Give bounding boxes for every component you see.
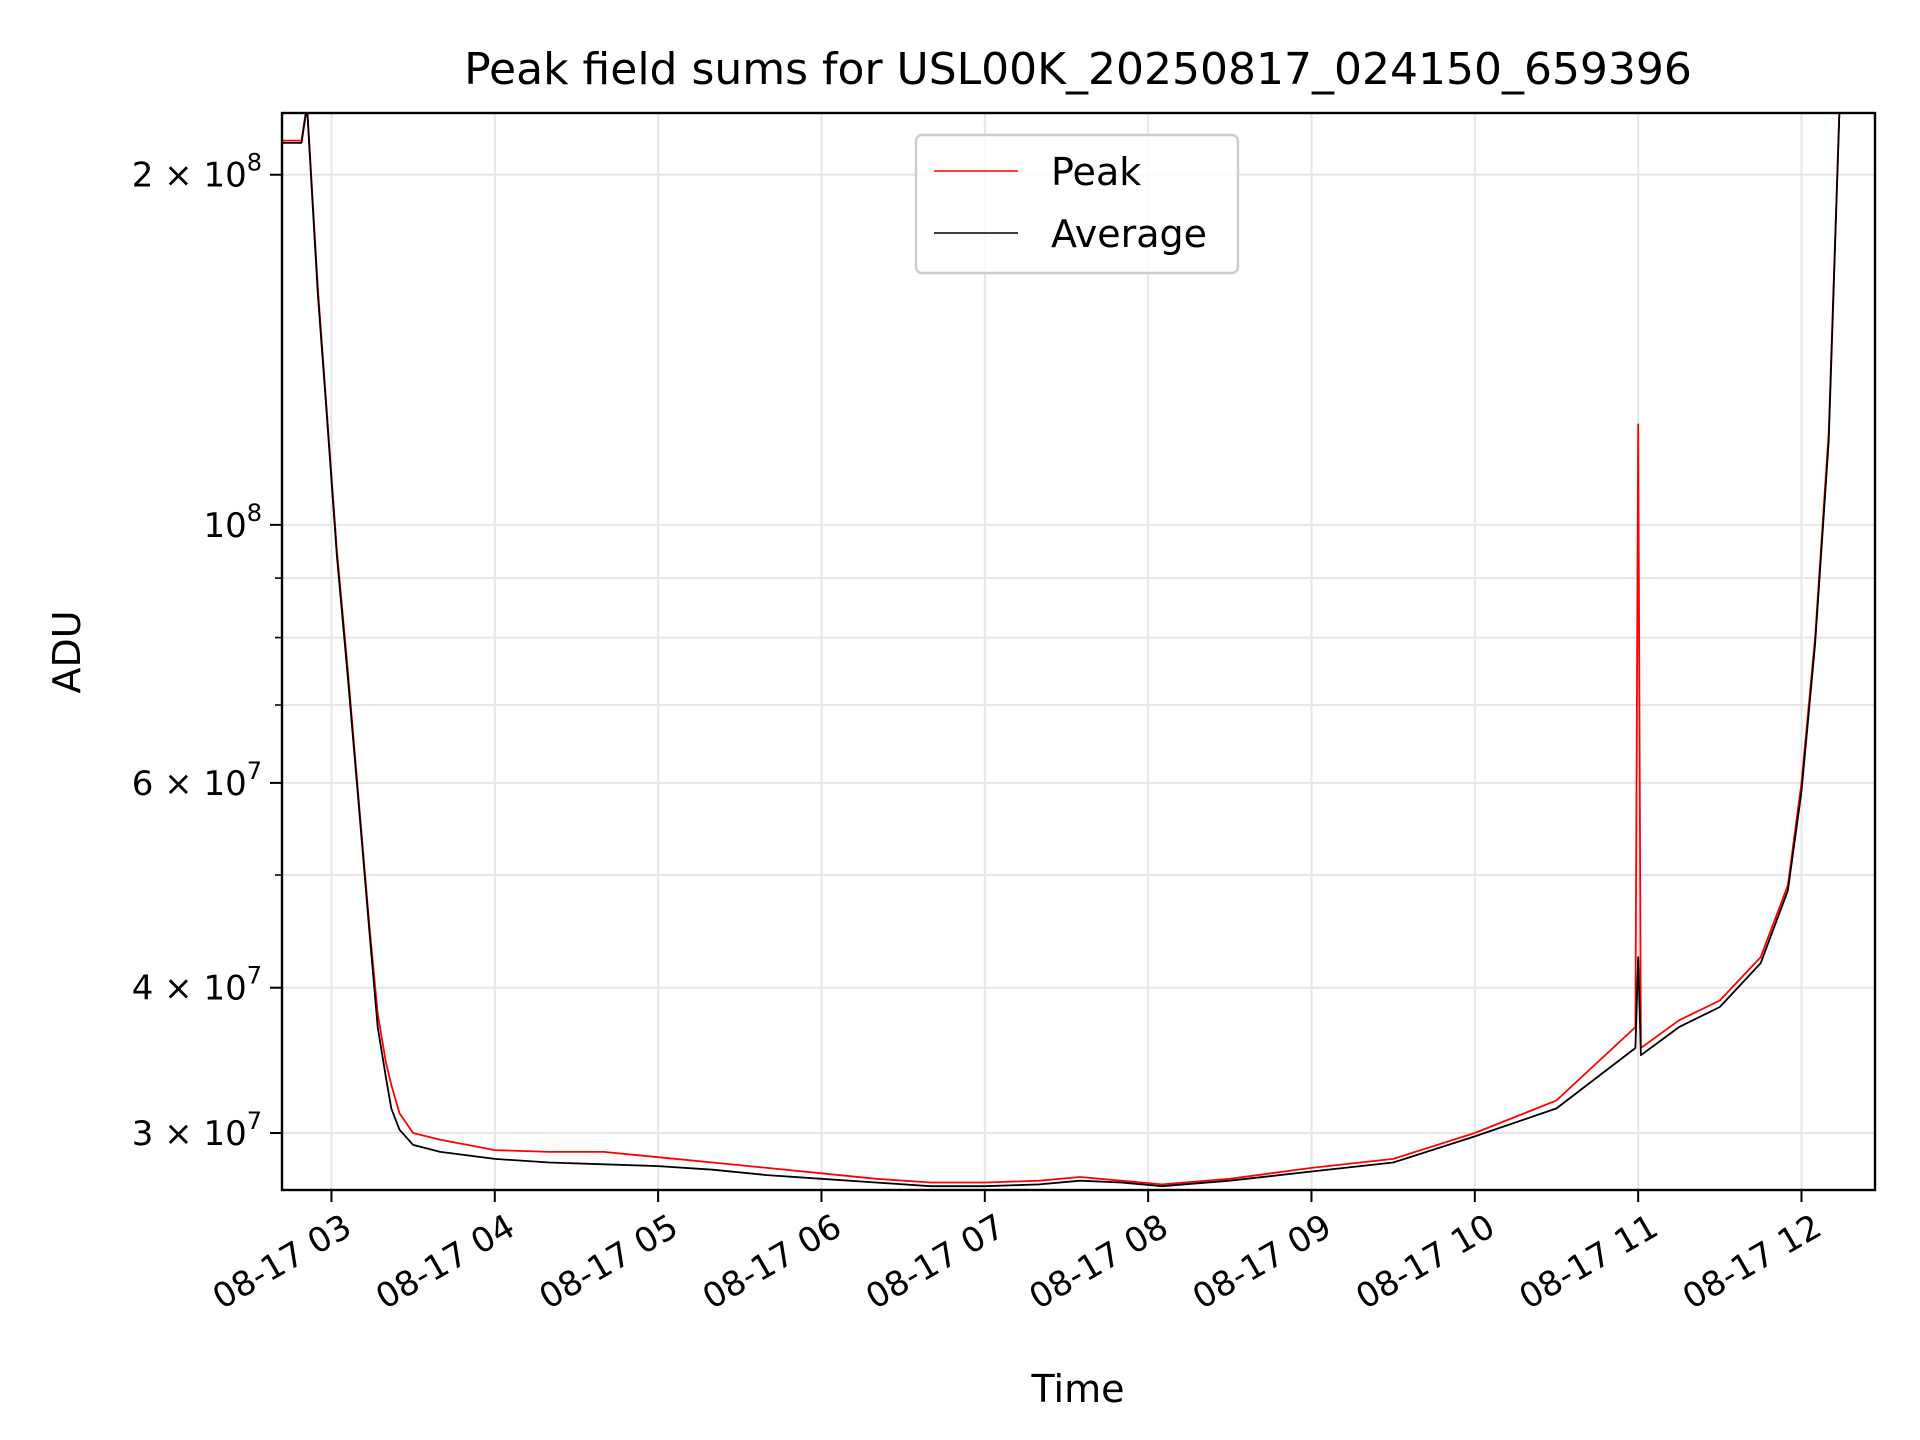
chart-title: Peak field sums for USL00K_20250817_0241… bbox=[464, 44, 1692, 95]
y-tick-label: 108 bbox=[203, 499, 262, 546]
x-axis-label: Time bbox=[1031, 1367, 1125, 1411]
legend: Peak Average bbox=[914, 133, 1240, 275]
plot-frame bbox=[280, 111, 1877, 1192]
legend-label-average: Average bbox=[1051, 212, 1207, 256]
y-tick-label: 4 × 107 bbox=[132, 962, 262, 1009]
legend-box bbox=[914, 133, 1240, 275]
series-layer bbox=[282, 113, 1841, 1188]
legend-label-peak: Peak bbox=[1051, 150, 1141, 194]
y-tick-label: 3 × 107 bbox=[132, 1107, 262, 1154]
series-line-average bbox=[282, 113, 1841, 1188]
y-tick-label: 6 × 107 bbox=[132, 757, 262, 804]
y-tick-label: 2 × 108 bbox=[132, 149, 262, 196]
y-axis-label: ADU bbox=[45, 610, 89, 693]
